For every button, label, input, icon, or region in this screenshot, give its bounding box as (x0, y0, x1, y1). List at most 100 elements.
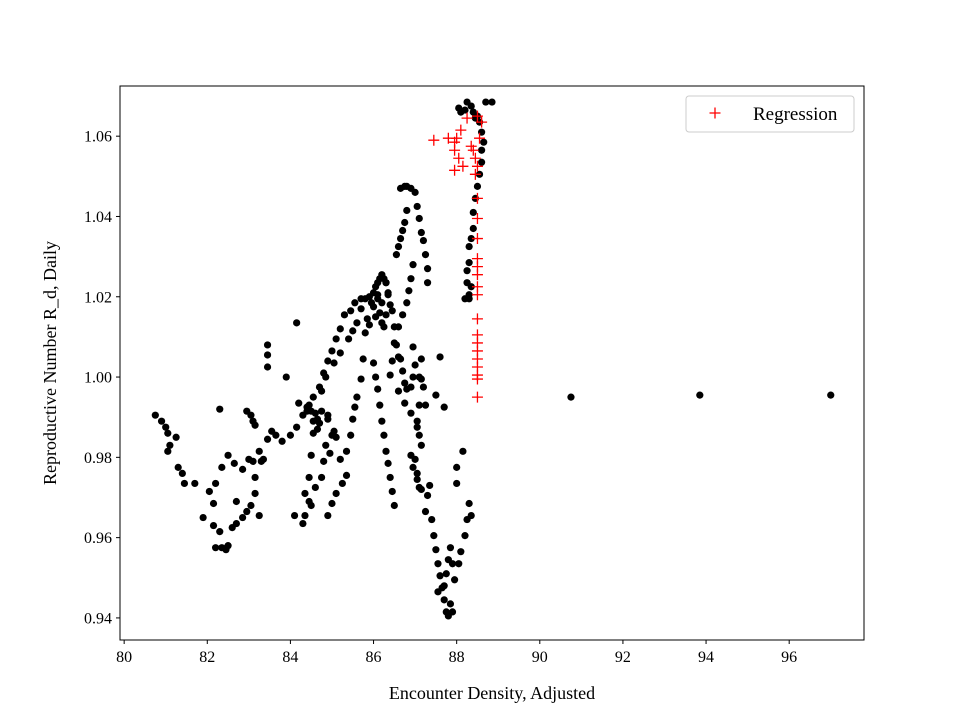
data-point (164, 429, 172, 437)
data-point (376, 401, 384, 409)
data-point (455, 560, 463, 568)
data-point (263, 341, 272, 349)
y-tick-label: 0.94 (84, 610, 112, 627)
data-point (469, 108, 477, 116)
data-point (257, 457, 265, 465)
data-point (467, 102, 475, 110)
data-point (317, 473, 326, 482)
data-point (413, 469, 421, 477)
data-point (413, 475, 421, 484)
data-point (338, 479, 346, 488)
data-point (191, 479, 199, 488)
data-point (293, 423, 301, 431)
data-point (450, 576, 459, 584)
data-point (301, 511, 309, 520)
data-point (459, 447, 467, 455)
data-point (342, 447, 351, 455)
data-point (415, 214, 423, 223)
data-point (311, 409, 319, 417)
data-point (417, 441, 425, 449)
x-tick-label: 88 (449, 649, 465, 666)
x-tick-label: 96 (781, 649, 797, 666)
data-point (384, 291, 392, 299)
data-point (403, 299, 411, 307)
y-tick-label: 1.06 (84, 129, 112, 146)
data-point (151, 411, 159, 419)
data-point (409, 463, 417, 471)
data-point (313, 415, 322, 423)
data-point (478, 146, 486, 154)
data-point (417, 228, 425, 237)
x-axis-ticks: 80 82 84 86 88 90 92 94 96 (116, 640, 797, 666)
data-point (278, 437, 286, 445)
data-point (465, 295, 473, 303)
data-point (407, 409, 415, 417)
regression-point (461, 112, 473, 124)
data-point (317, 407, 326, 415)
data-point (232, 497, 240, 506)
regression-point (451, 132, 463, 144)
data-point (461, 532, 469, 540)
data-point (332, 489, 340, 498)
data-point (349, 327, 357, 335)
data-point (324, 511, 332, 520)
data-point (361, 329, 369, 337)
data-point (467, 234, 475, 243)
data-point (440, 403, 448, 411)
legend-plus-icon (709, 107, 721, 119)
x-tick-label: 86 (366, 649, 382, 666)
data-point (263, 351, 272, 359)
data-point (457, 548, 465, 556)
data-point (488, 98, 496, 106)
data-point (251, 421, 259, 429)
data-point (230, 459, 238, 467)
data-point (255, 511, 263, 520)
data-point (448, 608, 457, 616)
data-point (413, 202, 421, 211)
data-point (421, 251, 430, 259)
data-point (394, 242, 403, 251)
data-point (162, 423, 170, 431)
data-point (282, 373, 290, 381)
data-point (696, 391, 704, 399)
data-point (307, 501, 315, 510)
data-point (423, 491, 432, 500)
data-point (166, 441, 174, 449)
y-axis-label: Reproductive Number R_d, Daily (40, 241, 60, 485)
data-point (376, 309, 384, 317)
data-point (448, 560, 457, 568)
data-point (211, 479, 220, 488)
regression-point (474, 132, 486, 144)
data-point (357, 375, 365, 383)
data-point (322, 373, 330, 381)
data-point (347, 307, 355, 315)
data-point (827, 391, 835, 399)
data-point (322, 441, 330, 449)
data-point (311, 483, 319, 492)
data-point (305, 473, 313, 482)
y-tick-label: 1.02 (84, 289, 112, 306)
data-point (467, 283, 475, 291)
data-point (369, 303, 378, 311)
data-point (372, 373, 380, 381)
data-point (180, 479, 189, 488)
data-point (249, 457, 257, 465)
data-point (286, 431, 295, 439)
data-point (480, 138, 488, 146)
data-point (411, 455, 419, 463)
data-point (209, 521, 218, 530)
data-point (453, 463, 461, 471)
data-point (567, 393, 575, 401)
data-point (336, 349, 344, 357)
data-marks (151, 98, 835, 620)
data-point (401, 379, 409, 387)
data-point (272, 431, 280, 439)
data-point (309, 429, 317, 437)
data-point (351, 299, 359, 307)
data-point (392, 251, 401, 259)
data-point (465, 499, 473, 508)
data-point (463, 267, 471, 275)
data-point (432, 391, 440, 399)
data-point (243, 507, 251, 516)
data-point (394, 323, 403, 331)
